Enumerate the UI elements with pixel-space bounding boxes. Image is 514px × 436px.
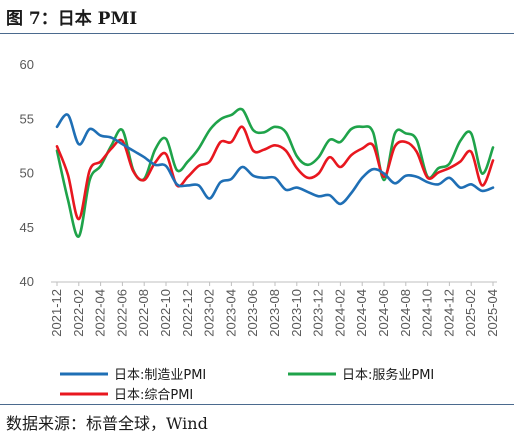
x-tick-label: 2023-10 bbox=[289, 289, 304, 337]
legend-label: 日本:综合PMI bbox=[114, 388, 193, 403]
x-tick-label: 2022-10 bbox=[158, 289, 173, 337]
x-tick-label: 2024-08 bbox=[398, 289, 413, 337]
x-tick-label: 2024-02 bbox=[332, 289, 347, 337]
series-line bbox=[55, 107, 495, 238]
x-tick-label: 2024-10 bbox=[420, 289, 435, 337]
x-tick-label: 2025-04 bbox=[485, 289, 500, 337]
x-tick-label: 2024-04 bbox=[354, 289, 369, 337]
series-line bbox=[55, 113, 495, 206]
x-tick-label: 2023-04 bbox=[223, 289, 238, 337]
x-tick-label: 2023-08 bbox=[267, 289, 282, 337]
series-line bbox=[55, 125, 495, 221]
chart-title: 图 7：日本 PMI bbox=[6, 9, 138, 29]
x-tick-label: 2022-02 bbox=[71, 289, 86, 337]
x-tick-label: 2024-06 bbox=[376, 289, 391, 337]
x-tick-label: 2023-12 bbox=[311, 289, 326, 337]
x-tick-label: 2022-06 bbox=[114, 289, 129, 337]
legend-label: 日本:制造业PMI bbox=[114, 368, 206, 383]
y-tick-label: 60 bbox=[20, 57, 34, 72]
x-tick-label: 2023-06 bbox=[245, 289, 260, 337]
y-tick-label: 45 bbox=[20, 220, 34, 235]
x-tick-label: 2021-12 bbox=[49, 289, 64, 337]
legend-label: 日本:服务业PMI bbox=[342, 367, 434, 383]
x-tick-label: 2022-04 bbox=[93, 289, 108, 337]
x-tick-label: 2023-02 bbox=[202, 289, 217, 337]
y-tick-label: 50 bbox=[20, 166, 34, 181]
line-chart: 40 45 50 55 60 2021-12 2022-02 2022-04 2022-06 20… bbox=[20, 57, 500, 403]
y-tick-label: 40 bbox=[20, 274, 34, 289]
y-tick-label: 55 bbox=[20, 111, 34, 126]
x-tick-label: 2022-08 bbox=[136, 289, 151, 337]
x-tick-label: 2025-02 bbox=[463, 289, 478, 337]
title-divider bbox=[0, 33, 514, 34]
x-tick-label: 2024-12 bbox=[441, 289, 456, 337]
x-tick-label: 2022-12 bbox=[180, 289, 195, 337]
source-divider bbox=[0, 404, 514, 405]
data-source-note: 数据来源：标普全球，Wind bbox=[6, 414, 208, 433]
